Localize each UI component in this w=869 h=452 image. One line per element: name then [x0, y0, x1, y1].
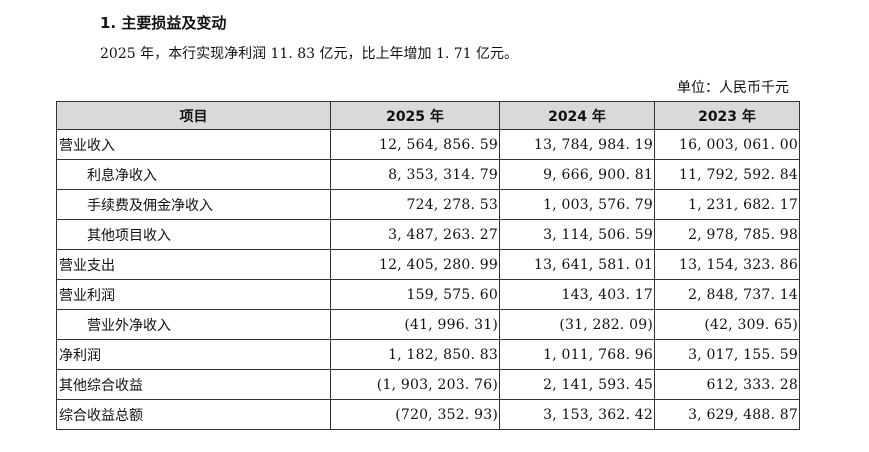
header-year-2023: 2023 年: [654, 101, 800, 130]
value-2023: 1, 231, 682. 17: [654, 189, 800, 220]
net-profit-summary: 2025 年，本行实现净利润 11. 83 亿元，比上年增加 1. 71 亿元。: [100, 46, 519, 62]
value-2025: 159, 575. 60: [330, 279, 500, 310]
row-item-label: 营业支出: [56, 249, 331, 280]
value-2025: (720, 352. 93): [330, 399, 500, 430]
header-item: 项目: [56, 101, 331, 130]
row-item-label: 手续费及佣金净收入: [56, 189, 331, 220]
header-year-2024: 2024 年: [499, 101, 655, 130]
value-2025: 12, 405, 280. 99: [330, 249, 500, 280]
value-2024: 3, 114, 506. 59: [499, 219, 655, 250]
header-year-2025: 2025 年: [330, 101, 500, 130]
row-item-label: 营业收入: [56, 129, 331, 160]
value-2023: 612, 333. 28: [654, 369, 800, 400]
table-row: 其他综合收益 (1, 903, 203. 76) 2, 141, 593. 45 61…: [56, 369, 800, 400]
table-row: 营业收入 12, 564, 856. 59 13, 784, 984. 19 16, …: [56, 129, 800, 160]
value-2025: (41, 996. 31): [330, 309, 500, 340]
value-2025: 3, 487, 263. 27: [330, 219, 500, 250]
value-2023: (42, 309. 65): [654, 309, 800, 340]
value-2024: (31, 282. 09): [499, 309, 655, 340]
table-row: 利息净收入 8, 353, 314. 79 9, 666, 900. 81 11, 7…: [56, 159, 800, 190]
value-2023: 2, 978, 785. 98: [654, 219, 800, 250]
value-2024: 1, 011, 768. 96: [499, 339, 655, 370]
value-2025: 12, 564, 856. 59: [330, 129, 500, 160]
unit-label: 单位：人民币千元: [677, 80, 789, 96]
row-item-label: 净利润: [56, 339, 331, 370]
table-body: 营业收入 12, 564, 856. 59 13, 784, 984. 19 16, …: [56, 129, 800, 430]
value-2025: 8, 353, 314. 79: [330, 159, 500, 190]
table-row: 营业外净收入 (41, 996. 31) (31, 282. 09) (42, 309…: [56, 309, 800, 340]
row-item-label: 利息净收入: [56, 159, 331, 190]
value-2023: 13, 154, 323. 86: [654, 249, 800, 280]
value-2025: (1, 903, 203. 76): [330, 369, 500, 400]
table-row: 综合收益总额 (720, 352. 93) 3, 153, 362. 42 3, 62…: [56, 399, 800, 430]
value-2024: 9, 666, 900. 81: [499, 159, 655, 190]
value-2024: 13, 641, 581. 01: [499, 249, 655, 280]
table-row: 其他项目收入 3, 487, 263. 27 3, 114, 506. 59 2, 9…: [56, 219, 800, 250]
value-2024: 3, 153, 362. 42: [499, 399, 655, 430]
value-2024: 2, 141, 593. 45: [499, 369, 655, 400]
value-2024: 1, 003, 576. 79: [499, 189, 655, 220]
row-item-label: 其他项目收入: [56, 219, 331, 250]
section-heading: 1. 主要损益及变动: [100, 14, 227, 32]
value-2024: 13, 784, 984. 19: [499, 129, 655, 160]
value-2025: 1, 182, 850. 83: [330, 339, 500, 370]
row-item-label: 其他综合收益: [56, 369, 331, 400]
value-2023: 2, 848, 737. 14: [654, 279, 800, 310]
row-item-label: 营业外净收入: [56, 309, 331, 340]
table-row: 营业利润 159, 575. 60 143, 403. 17 2, 848, 737.…: [56, 279, 800, 310]
value-2023: 3, 017, 155. 59: [654, 339, 800, 370]
value-2024: 143, 403. 17: [499, 279, 655, 310]
header-row: 项目 2025 年 2024 年 2023 年: [56, 101, 800, 130]
income-statement-table: 项目 2025 年 2024 年 2023 年 营业收入 12, 564, 856…: [56, 101, 800, 430]
row-item-label: 综合收益总额: [56, 399, 331, 430]
row-item-label: 营业利润: [56, 279, 331, 310]
value-2025: 724, 278. 53: [330, 189, 500, 220]
value-2023: 11, 792, 592. 84: [654, 159, 800, 190]
table-header: 项目 2025 年 2024 年 2023 年: [56, 101, 800, 130]
table-row: 手续费及佣金净收入 724, 278. 53 1, 003, 576. 79 1, 2…: [56, 189, 800, 220]
table-row: 营业支出 12, 405, 280. 99 13, 641, 581. 01 13, …: [56, 249, 800, 280]
value-2023: 3, 629, 488. 87: [654, 399, 800, 430]
value-2023: 16, 003, 061. 00: [654, 129, 800, 160]
table-row: 净利润 1, 182, 850. 83 1, 011, 768. 96 3, 017,…: [56, 339, 800, 370]
